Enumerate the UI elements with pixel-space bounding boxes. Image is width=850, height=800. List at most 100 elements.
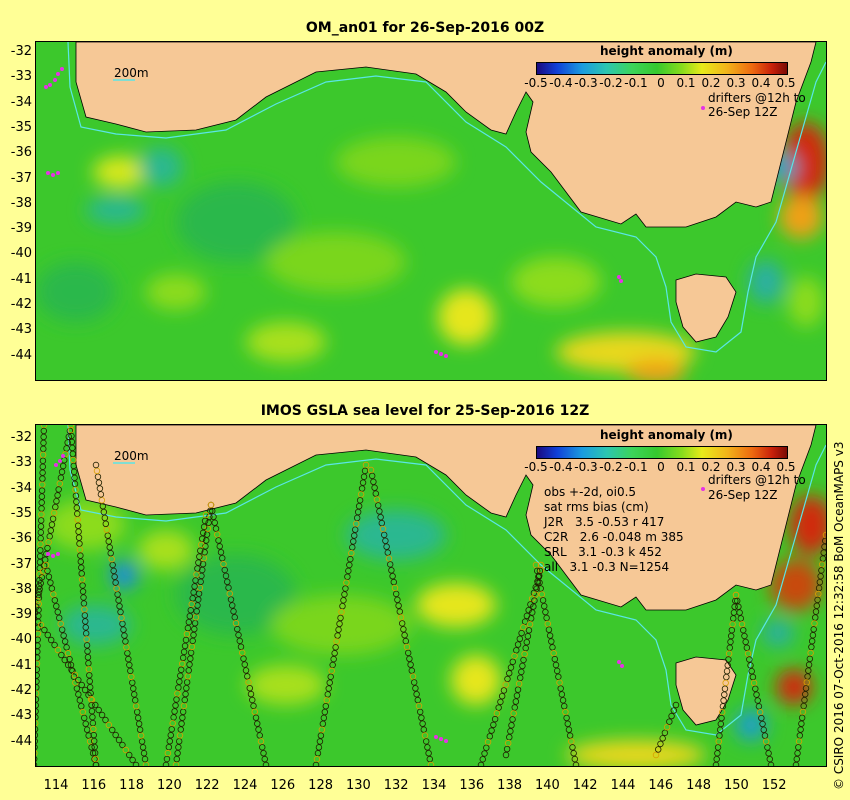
altimeter-obs-marker (203, 537, 210, 544)
altimeter-obs-marker (126, 661, 133, 669)
altimeter-obs-marker (502, 681, 509, 688)
altimeter-obs-marker (335, 626, 342, 633)
altimeter-obs-marker (187, 655, 194, 662)
lon-label: 114 (43, 778, 69, 793)
altimeter-obs-marker (95, 479, 103, 486)
altimeter-obs-marker (163, 755, 171, 763)
bottom-colorbar-tick: 0.4 (751, 460, 771, 474)
altimeter-obs-marker (375, 502, 382, 509)
altimeter-obs-marker (84, 654, 92, 661)
altimeter-obs-marker (36, 696, 40, 703)
altimeter-obs-marker (224, 578, 231, 586)
anomaly-field (46, 495, 826, 766)
altimeter-obs-marker (360, 473, 368, 480)
altimeter-obs-marker (94, 473, 102, 480)
altimeter-obs-marker (36, 702, 39, 709)
altimeter-obs-marker (792, 761, 800, 766)
altimeter-obs-marker (520, 656, 527, 664)
altimeter-obs-marker (252, 714, 260, 721)
altimeter-obs-marker (117, 608, 124, 616)
altimeter-obs-marker (514, 686, 522, 693)
altimeter-obs-marker (532, 591, 539, 598)
altimeter-obs-marker (397, 614, 405, 621)
altimeter-obs-marker (411, 679, 418, 686)
altimeter-obs-marker (330, 655, 337, 663)
altimeter-obs-marker (528, 595, 536, 602)
altimeter-obs-marker (87, 695, 95, 703)
altimeter-obs-marker (70, 468, 78, 476)
top-lat-label: -40 (10, 246, 32, 262)
altimeter-obs-marker (36, 708, 39, 715)
altimeter-obs-marker (754, 697, 761, 704)
bottom-colorbar-tick: 0.3 (726, 460, 746, 474)
top-colorbar-tick: -0.2 (599, 76, 623, 90)
altimeter-obs-marker (202, 543, 209, 550)
top-colorbar-tick: -0.4 (549, 76, 573, 90)
altimeter-obs-marker (36, 762, 38, 766)
altimeter-obs-marker (531, 597, 538, 604)
altimeter-obs-marker (37, 621, 45, 629)
altimeter-obs-marker (544, 620, 551, 628)
altimeter-obs-marker (659, 735, 666, 742)
altimeter-obs-marker (261, 755, 268, 763)
altimeter-obs-marker (347, 555, 354, 563)
altimeter-obs-marker (761, 732, 769, 739)
altimeter-obs-marker (236, 637, 243, 645)
altimeter-obs-marker (483, 744, 490, 751)
lon-label: 124 (232, 778, 258, 793)
altimeter-obs-marker (748, 668, 755, 675)
bottom-lat-label: -43 (10, 708, 32, 724)
top-colorbar-tick: 0.3 (726, 76, 746, 90)
altimeter-obs-marker (530, 603, 537, 610)
altimeter-obs-marker (184, 624, 192, 632)
altimeter-obs-marker (521, 618, 529, 625)
altimeter-obs-marker (41, 626, 48, 634)
altimeter-obs-marker (732, 591, 740, 599)
drifter-tracks (44, 67, 705, 358)
altimeter-obs-marker (54, 492, 61, 499)
altimeter-obs-marker (50, 591, 57, 598)
altimeter-obs-marker (244, 673, 251, 680)
altimeter-obs-marker (92, 755, 99, 763)
altimeter-obs-marker (424, 744, 431, 751)
australia-mainland (75, 42, 817, 228)
altimeter-obs-marker (36, 726, 39, 733)
lon-label: 118 (119, 778, 144, 793)
altimeter-obs-marker (533, 585, 540, 592)
altimeter-obs-marker (202, 511, 210, 519)
altimeter-obs-marker (184, 673, 192, 680)
altimeter-obs-marker (45, 573, 53, 580)
bottom-drifters-label-2: 26-Sep 12Z (708, 488, 778, 502)
altimeter-obs-marker (762, 738, 770, 745)
altimeter-obs-marker (239, 649, 246, 656)
altimeter-obs-marker (48, 521, 56, 528)
altimeter-obs-marker (358, 485, 366, 492)
top-colorbar-tick: -0.3 (574, 76, 598, 90)
altimeter-obs-marker (481, 750, 488, 757)
altimeter-obs-marker (54, 608, 61, 616)
altimeter-obs-marker (194, 565, 201, 572)
top-colorbar-title: height anomaly (m) (600, 44, 733, 58)
altimeter-obs-marker (47, 636, 55, 644)
altimeter-obs-marker (414, 696, 421, 704)
altimeter-obs-marker (240, 655, 247, 662)
altimeter-obs-marker (129, 679, 136, 686)
altimeter-obs-marker (52, 503, 59, 511)
altimeter-obs-marker (186, 661, 193, 668)
altimeter-obs-marker (170, 714, 177, 721)
altimeter-obs-marker (131, 691, 138, 698)
altimeter-obs-marker (260, 749, 267, 757)
altimeter-obs-marker (74, 522, 82, 529)
altimeter-obs-marker (73, 498, 80, 505)
altimeter-obs-marker (49, 515, 57, 522)
top-map (36, 42, 826, 380)
altimeter-obs-marker (559, 697, 567, 704)
top-map-panel: 200m drifters @12h to 26-Sep 12Z (35, 41, 827, 381)
altimeter-obs-marker (162, 761, 170, 766)
altimeter-obs-marker (185, 667, 192, 674)
altimeter-obs-marker (247, 690, 255, 698)
altimeter-obs-marker (84, 648, 91, 655)
altimeter-obs-marker (206, 513, 213, 521)
altimeter-obs-marker (57, 620, 64, 628)
lon-label: 146 (648, 778, 674, 793)
